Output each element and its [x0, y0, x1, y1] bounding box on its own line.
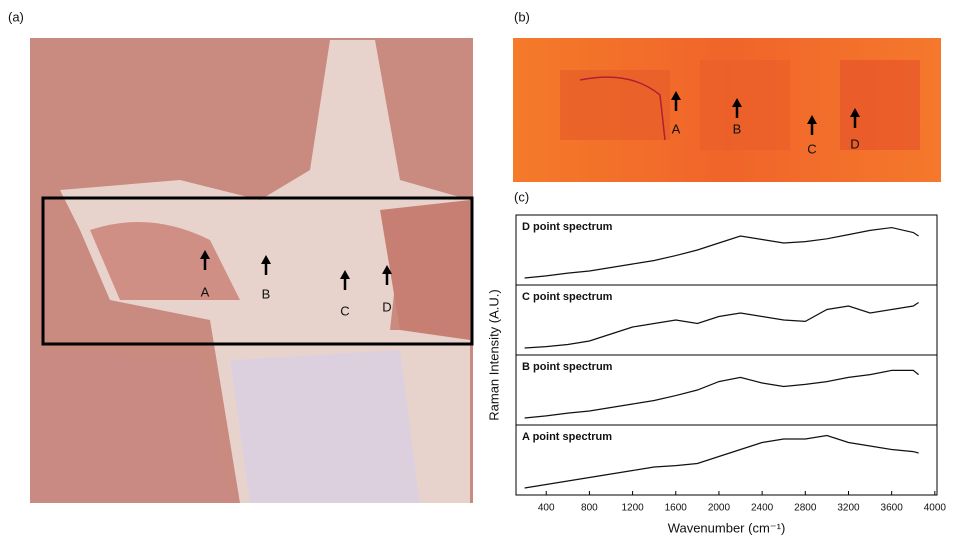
spectrum-line: [524, 434, 919, 489]
x-tick-label: 800: [581, 503, 598, 514]
arrow-head: [671, 91, 681, 100]
panel-label: (c): [514, 189, 529, 204]
series-name: C point spectrum: [522, 291, 613, 303]
panel-label: (a): [8, 9, 24, 24]
arrow-head: [340, 270, 350, 279]
point-label: C: [807, 141, 816, 156]
spectrum-line: [524, 369, 919, 419]
roi-box: [41, 196, 474, 346]
x-tick-label: 2400: [751, 503, 774, 514]
x-tick-label: 1200: [621, 503, 644, 514]
point-label: D: [850, 136, 859, 151]
x-tick-label: 1600: [665, 503, 688, 514]
series-name: A point spectrum: [522, 431, 612, 443]
subplot-frame: [515, 424, 938, 496]
arrow-head: [732, 98, 742, 107]
x-tick-label: 2000: [708, 503, 731, 514]
x-tick-label: 3200: [837, 503, 860, 514]
x-tick-label: 2800: [794, 503, 817, 514]
x-axis-label: Wavenumber (cm⁻¹): [668, 520, 786, 535]
spectrum-line: [524, 226, 919, 279]
series-name: B point spectrum: [522, 361, 613, 373]
series-name: D point spectrum: [522, 221, 613, 233]
panel-label: (b): [514, 9, 530, 24]
photo-a: [30, 38, 473, 503]
x-tick-label: 400: [538, 503, 555, 514]
point-label: B: [262, 286, 271, 301]
point-label: C: [340, 303, 349, 318]
arrow-head: [261, 255, 271, 264]
x-tick-label: 3600: [881, 503, 904, 514]
y-axis-label: Raman Intensity (A.U.): [486, 289, 501, 421]
photo-b: [513, 38, 941, 182]
spectrum-line: [524, 301, 919, 349]
point-label: B: [733, 121, 742, 136]
arrow-head: [807, 115, 817, 124]
x-tick-label: 4000: [924, 503, 947, 514]
point-label: A: [201, 284, 210, 299]
point-label: D: [382, 299, 391, 314]
arrow-head: [200, 250, 210, 259]
arrow-head: [850, 108, 860, 117]
point-label: A: [672, 121, 681, 136]
arrow-head: [382, 265, 392, 274]
